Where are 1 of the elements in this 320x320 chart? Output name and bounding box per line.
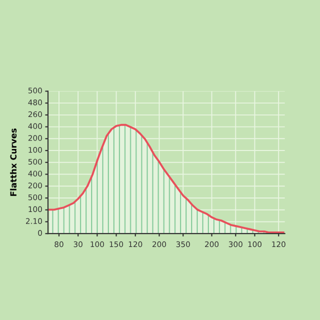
y-axis-title: Flatthx Curves bbox=[10, 128, 17, 196]
